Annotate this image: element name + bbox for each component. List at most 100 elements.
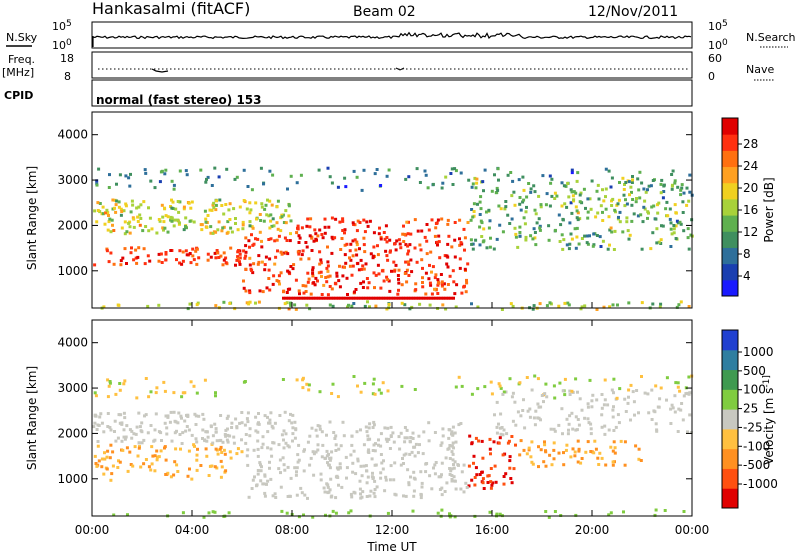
data-cell xyxy=(589,207,593,211)
data-cell xyxy=(565,443,569,447)
data-cell xyxy=(404,243,408,247)
data-cell xyxy=(470,478,474,482)
data-cell xyxy=(397,435,401,439)
data-cell xyxy=(95,179,99,183)
data-cell xyxy=(328,458,332,462)
data-cell xyxy=(397,238,401,242)
data-cell xyxy=(334,434,338,438)
data-cell xyxy=(240,450,244,454)
data-cell xyxy=(382,231,386,234)
data-cell xyxy=(443,490,447,493)
data-cell xyxy=(675,305,679,309)
data-cell xyxy=(408,243,412,247)
data-cell xyxy=(435,240,439,244)
data-cell xyxy=(483,168,487,172)
data-cell xyxy=(146,254,150,258)
data-cell xyxy=(368,219,372,223)
data-cell xyxy=(623,397,627,401)
data-cell xyxy=(318,228,322,232)
data-cell xyxy=(415,167,419,171)
data-cell xyxy=(401,457,404,460)
colorbar-tick-label: 8 xyxy=(743,247,751,261)
data-cell xyxy=(479,207,483,211)
data-cell xyxy=(214,208,218,212)
data-cell xyxy=(615,396,619,400)
data-cell xyxy=(681,200,685,204)
data-cell xyxy=(498,223,502,227)
data-cell xyxy=(332,296,335,300)
data-cell xyxy=(537,405,541,409)
data-cell xyxy=(367,451,371,454)
data-cell xyxy=(155,458,159,462)
data-cell xyxy=(413,246,417,250)
data-cell xyxy=(205,454,209,458)
data-cell xyxy=(236,447,240,451)
data-cell xyxy=(538,226,542,230)
data-cell xyxy=(139,217,143,220)
data-cell xyxy=(341,420,345,424)
data-cell xyxy=(159,252,163,256)
data-cell xyxy=(662,190,666,193)
data-cell xyxy=(137,441,141,445)
data-cell xyxy=(304,241,308,244)
data-cell xyxy=(260,465,263,469)
data-cell xyxy=(238,421,242,425)
data-cell xyxy=(552,448,556,452)
colorbar-swatch xyxy=(722,166,738,184)
data-cell xyxy=(413,388,417,391)
data-cell xyxy=(366,286,370,290)
data-cell xyxy=(170,198,173,202)
data-cell xyxy=(494,480,498,484)
data-cell xyxy=(373,172,377,176)
data-cell xyxy=(350,443,354,447)
data-cell xyxy=(268,257,272,261)
data-cell xyxy=(133,445,137,449)
data-cell xyxy=(201,437,204,440)
data-cell xyxy=(688,190,692,194)
data-cell xyxy=(176,470,180,473)
data-cell xyxy=(279,229,283,233)
data-cell xyxy=(579,461,583,465)
data-cell xyxy=(199,464,203,467)
data-cell xyxy=(374,463,378,467)
data-cell xyxy=(564,184,568,188)
data-cell xyxy=(521,175,525,179)
data-cell xyxy=(578,397,582,401)
data-cell xyxy=(260,205,264,209)
range-tick-label: 4000 xyxy=(57,336,88,350)
data-cell xyxy=(128,428,132,432)
data-cell xyxy=(552,441,556,445)
data-cell xyxy=(308,463,312,467)
data-cell xyxy=(249,208,253,212)
data-cell xyxy=(548,301,552,305)
data-cell xyxy=(327,463,331,467)
data-cell xyxy=(442,282,446,286)
data-cell xyxy=(592,451,596,455)
data-cell xyxy=(308,234,312,238)
data-cell xyxy=(570,168,574,172)
data-cell xyxy=(371,476,375,480)
data-cell xyxy=(213,251,217,255)
data-cell xyxy=(268,288,272,292)
data-cell xyxy=(100,421,104,425)
data-cell xyxy=(670,232,674,236)
data-cell xyxy=(178,249,182,253)
data-cell xyxy=(406,244,410,248)
data-cell xyxy=(504,205,508,209)
data-cell xyxy=(433,276,437,280)
data-cell xyxy=(119,207,123,211)
data-cell xyxy=(487,208,491,212)
data-cell xyxy=(617,421,621,425)
freq-trace-dip xyxy=(151,68,169,73)
data-cell xyxy=(189,206,193,210)
data-cell xyxy=(656,405,660,409)
data-cell xyxy=(568,221,572,225)
data-cell xyxy=(342,296,345,300)
data-cell xyxy=(347,303,350,307)
data-cell xyxy=(105,208,109,212)
data-cell xyxy=(595,189,599,193)
data-cell xyxy=(259,219,263,222)
data-cell xyxy=(635,389,639,392)
data-cell xyxy=(611,460,615,464)
data-cell xyxy=(279,485,283,489)
